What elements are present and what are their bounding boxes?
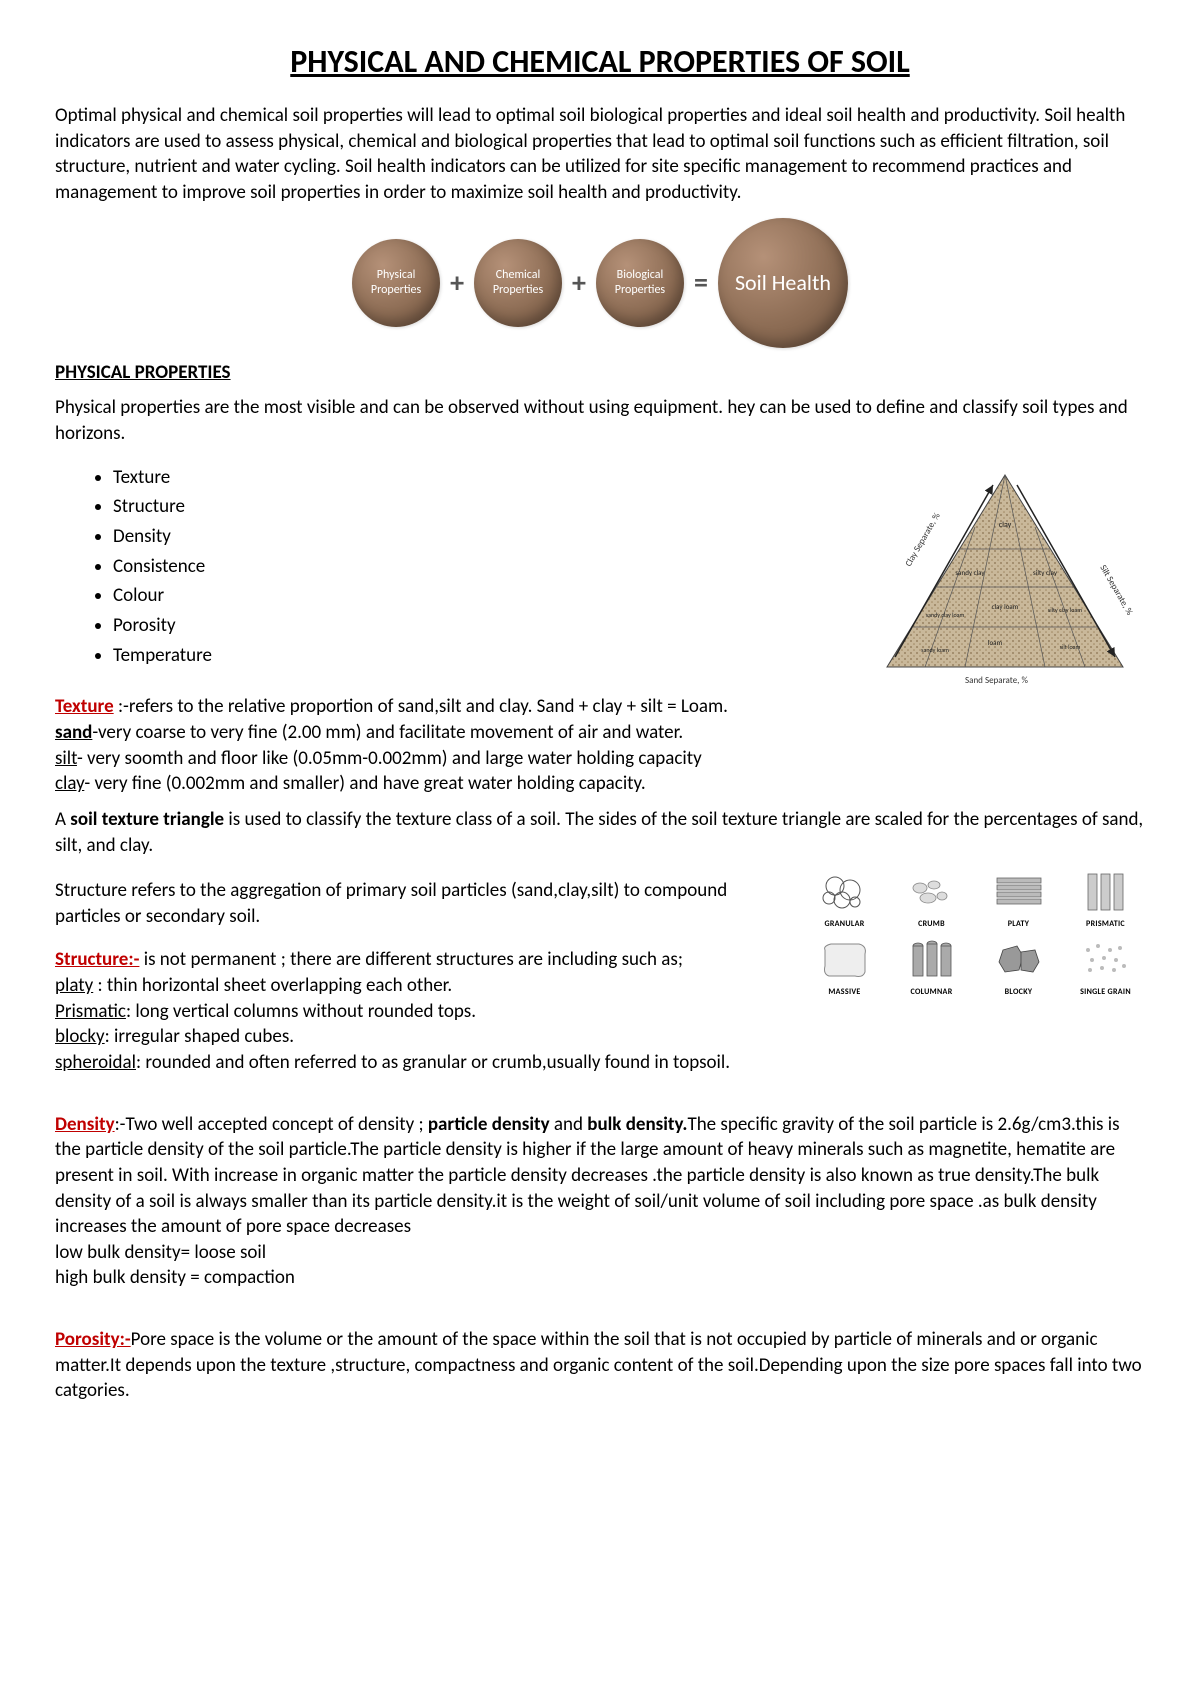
page-title: PHYSICAL AND CHEMICAL PROPERTIES OF SOIL bbox=[55, 40, 1145, 83]
list-item: Porosity bbox=[113, 613, 847, 639]
struct-single-grain: SINGLE GRAIN bbox=[1066, 936, 1145, 998]
platy-label: platy bbox=[55, 974, 93, 997]
structure-row: Structure refers to the aggregation of p… bbox=[55, 868, 1145, 1050]
structure-types-diagram: GRANULAR CRUMB PLATY PRISMATIC MASSIVE C… bbox=[805, 868, 1145, 998]
porosity-paragraph: Porosity:-Pore space is the volume or th… bbox=[55, 1327, 1145, 1404]
svg-text:sandy clay: sandy clay bbox=[955, 568, 985, 577]
density-label: Density bbox=[55, 1113, 115, 1136]
texture-label: Texture bbox=[55, 695, 114, 718]
list-item: Structure bbox=[113, 494, 847, 520]
list-item: Consistence bbox=[113, 554, 847, 580]
texture-paragraph: Texture :-refers to the relative proport… bbox=[55, 694, 1145, 797]
plus-icon: + bbox=[572, 264, 586, 302]
circle-biological: Biological Properties bbox=[596, 239, 684, 327]
list-item: Temperature bbox=[113, 643, 847, 669]
prismatic-label: Prismatic bbox=[55, 1000, 126, 1023]
physical-properties-list: Texture Structure Density Consistence Co… bbox=[55, 465, 847, 668]
triangle-paragraph: A soil texture triangle is used to class… bbox=[55, 807, 1145, 858]
spheroidal-line: spheroidal: rounded and often referred t… bbox=[55, 1050, 1145, 1076]
physical-properties-heading: PHYSICAL PROPERTIES bbox=[55, 360, 1145, 386]
struct-blocky: BLOCKY bbox=[979, 936, 1058, 998]
sand-label: sand bbox=[55, 721, 92, 744]
circle-soil-health: Soil Health bbox=[718, 218, 848, 348]
axis-right-label: Silt Separate, % bbox=[1097, 563, 1135, 618]
struct-massive: MASSIVE bbox=[805, 936, 884, 998]
density-paragraph: Density:-Two well accepted concept of de… bbox=[55, 1112, 1145, 1291]
svg-text:silty clay: silty clay bbox=[1033, 568, 1058, 577]
circle-physical: Physical Properties bbox=[352, 239, 440, 327]
struct-prismatic: PRISMATIC bbox=[1066, 868, 1145, 930]
struct-crumb: CRUMB bbox=[892, 868, 971, 930]
svg-text:silt loam: silt loam bbox=[1060, 643, 1081, 651]
svg-text:clay loam: clay loam bbox=[992, 602, 1019, 611]
porosity-label: Porosity:- bbox=[55, 1328, 131, 1351]
svg-text:sandy clay loam: sandy clay loam bbox=[926, 611, 965, 619]
svg-text:sandy loam: sandy loam bbox=[921, 646, 949, 654]
clay-body: - very fine (0.002mm and smaller) and ha… bbox=[84, 772, 645, 795]
svg-text:silty clay loam: silty clay loam bbox=[1048, 606, 1082, 614]
density-high: high bulk density = compaction bbox=[55, 1266, 295, 1289]
texture-body: :-refers to the relative proportion of s… bbox=[114, 695, 728, 718]
blocky-label: blocky bbox=[55, 1025, 105, 1048]
equals-icon: = bbox=[694, 264, 708, 302]
physical-intro: Physical properties are the most visible… bbox=[55, 395, 1145, 446]
bullets-and-triangle: Texture Structure Density Consistence Co… bbox=[55, 457, 1145, 695]
clay-label: clay bbox=[55, 772, 84, 795]
svg-text:clay: clay bbox=[999, 520, 1012, 530]
spheroidal-label: spheroidal bbox=[55, 1051, 136, 1074]
soil-texture-triangle: Clay Separate, % Silt Separate, % Sand S… bbox=[865, 457, 1145, 695]
axis-left-label: Clay Separate, % bbox=[903, 510, 943, 568]
svg-text:loam: loam bbox=[988, 638, 1003, 647]
soil-health-equation: Physical Properties + Chemical Propertie… bbox=[55, 218, 1145, 348]
list-item: Texture bbox=[113, 465, 847, 491]
struct-granular: GRANULAR bbox=[805, 868, 884, 930]
silt-body: - very soomth and floor like (0.05mm-0.0… bbox=[77, 747, 702, 770]
silt-label: silt bbox=[55, 747, 77, 770]
intro-paragraph: Optimal physical and chemical soil prope… bbox=[55, 103, 1145, 206]
struct-columnar: COLUMNAR bbox=[892, 936, 971, 998]
axis-bottom-label: Sand Separate, % bbox=[965, 675, 1028, 686]
circle-chemical: Chemical Properties bbox=[474, 239, 562, 327]
triangle-bold: soil texture triangle bbox=[70, 808, 224, 831]
plus-icon: + bbox=[450, 264, 464, 302]
structure-paragraph: Structure:- is not permanent ; there are… bbox=[55, 947, 787, 1050]
density-low: low bulk density= loose soil bbox=[55, 1241, 266, 1264]
structure-intro: Structure refers to the aggregation of p… bbox=[55, 878, 787, 929]
list-item: Density bbox=[113, 524, 847, 550]
structure-label: Structure:- bbox=[55, 948, 139, 971]
sand-body: -very coarse to very fine (2.00 mm) and … bbox=[92, 721, 683, 744]
list-item: Colour bbox=[113, 583, 847, 609]
struct-platy: PLATY bbox=[979, 868, 1058, 930]
